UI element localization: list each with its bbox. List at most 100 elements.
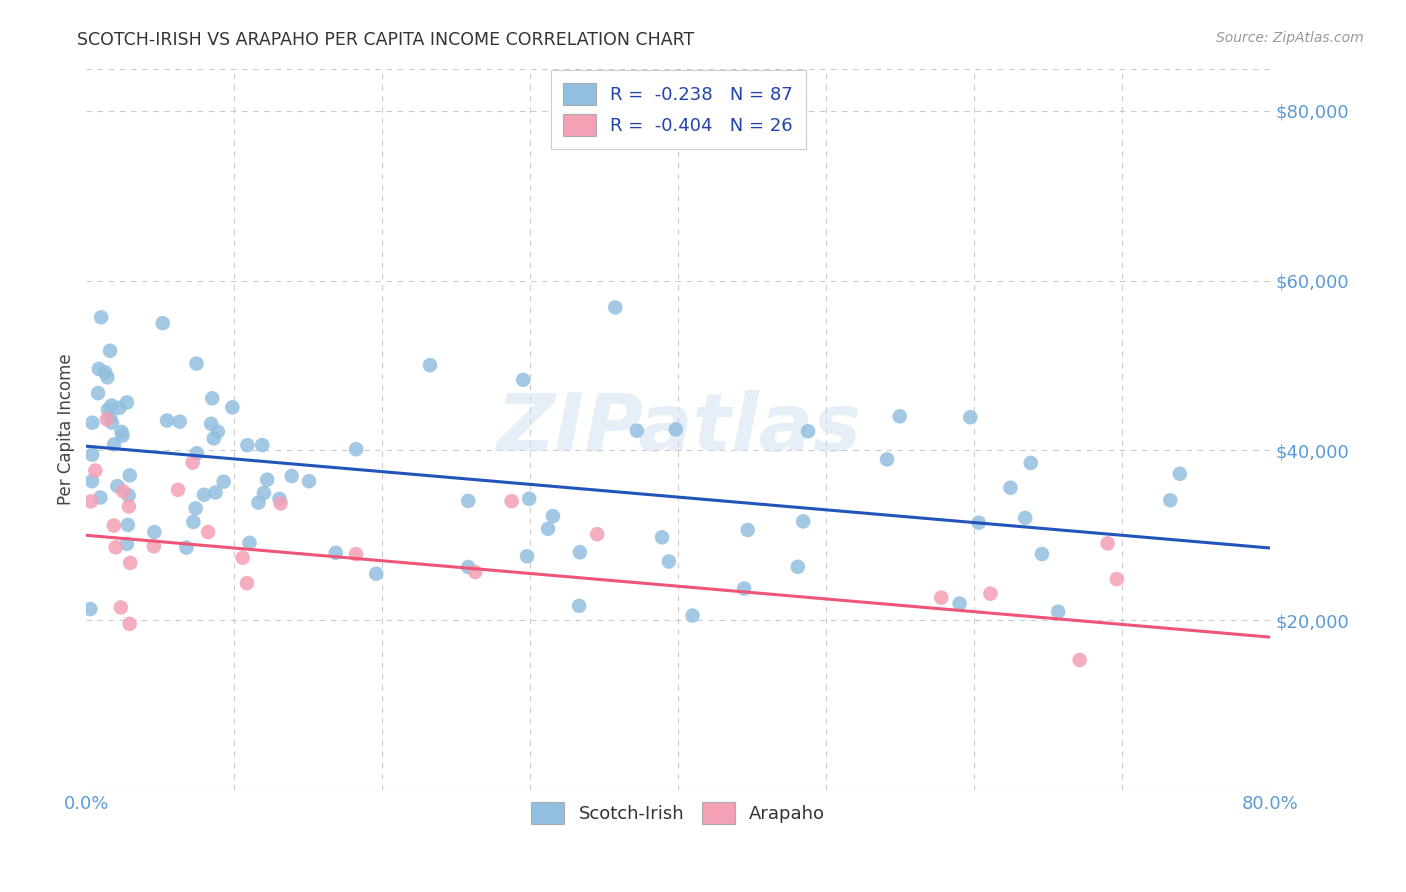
- Point: [115, 537, 138, 551]
- Point: [118, 500, 141, 514]
- Point: [117, 517, 139, 532]
- Point: [101, 416, 124, 430]
- Point: [1000, 481, 1022, 495]
- Point: [1014, 511, 1036, 525]
- Point: [103, 518, 125, 533]
- Point: [143, 524, 166, 539]
- Point: [658, 554, 681, 568]
- Point: [298, 474, 321, 488]
- Point: [247, 496, 270, 510]
- Point: [457, 494, 479, 508]
- Point: [1168, 467, 1191, 481]
- Point: [1031, 547, 1053, 561]
- Point: [80, 474, 103, 488]
- Point: [111, 428, 134, 442]
- Point: [167, 483, 190, 497]
- Point: [959, 410, 981, 425]
- Point: [786, 559, 808, 574]
- Point: [419, 358, 441, 372]
- Point: [252, 438, 274, 452]
- Point: [104, 541, 127, 555]
- Point: [183, 515, 205, 529]
- Point: [929, 591, 952, 605]
- Point: [605, 301, 627, 315]
- Point: [82, 448, 104, 462]
- Point: [204, 485, 226, 500]
- Point: [626, 424, 648, 438]
- Point: [80, 494, 103, 508]
- Point: [201, 392, 224, 406]
- Point: [108, 401, 131, 415]
- Point: [79, 602, 101, 616]
- Point: [87, 386, 110, 401]
- Point: [117, 488, 139, 502]
- Point: [967, 516, 990, 530]
- Point: [152, 316, 174, 330]
- Point: [537, 522, 560, 536]
- Point: [344, 442, 367, 457]
- Point: [665, 422, 688, 436]
- Point: [110, 425, 132, 439]
- Text: SCOTCH-IRISH VS ARAPAHO PER CAPITA INCOME CORRELATION CHART: SCOTCH-IRISH VS ARAPAHO PER CAPITA INCOM…: [77, 31, 695, 49]
- Point: [193, 488, 215, 502]
- Point: [651, 530, 673, 544]
- Point: [733, 582, 755, 596]
- Point: [253, 486, 276, 500]
- Text: Source: ZipAtlas.com: Source: ZipAtlas.com: [1216, 31, 1364, 45]
- Point: [94, 365, 117, 379]
- Point: [1159, 493, 1181, 508]
- Point: [256, 473, 278, 487]
- Point: [82, 416, 104, 430]
- Point: [96, 412, 118, 426]
- Point: [325, 546, 347, 560]
- Point: [236, 438, 259, 452]
- Point: [110, 600, 132, 615]
- Point: [344, 547, 367, 561]
- Point: [889, 409, 911, 424]
- Text: ZIPatlas: ZIPatlas: [496, 390, 860, 468]
- Point: [1105, 572, 1128, 586]
- Point: [98, 343, 121, 358]
- Point: [682, 608, 704, 623]
- Point: [512, 373, 534, 387]
- Point: [115, 395, 138, 409]
- Point: [232, 550, 254, 565]
- Point: [97, 402, 120, 417]
- Point: [541, 509, 564, 524]
- Point: [207, 425, 229, 439]
- Point: [517, 491, 540, 506]
- Point: [100, 399, 122, 413]
- Point: [1097, 536, 1119, 550]
- Point: [202, 432, 225, 446]
- Point: [586, 527, 609, 541]
- Point: [89, 491, 111, 505]
- Point: [118, 468, 141, 483]
- Point: [501, 494, 523, 508]
- Point: [90, 310, 112, 325]
- Point: [112, 484, 135, 499]
- Point: [568, 545, 591, 559]
- Point: [979, 587, 1001, 601]
- Point: [737, 523, 759, 537]
- Point: [181, 456, 204, 470]
- Point: [238, 536, 260, 550]
- Point: [516, 549, 538, 564]
- Point: [212, 475, 235, 489]
- Point: [186, 357, 208, 371]
- Point: [200, 417, 222, 431]
- Point: [269, 491, 291, 506]
- Point: [105, 479, 128, 493]
- Point: [96, 370, 118, 384]
- Legend: Scotch-Irish, Arapaho: Scotch-Irish, Arapaho: [520, 791, 837, 835]
- Point: [366, 566, 388, 581]
- Point: [197, 524, 219, 539]
- Point: [792, 514, 814, 528]
- Point: [568, 599, 591, 613]
- Point: [1047, 605, 1070, 619]
- Point: [169, 415, 191, 429]
- Point: [457, 560, 479, 574]
- Point: [464, 565, 486, 579]
- Point: [1019, 456, 1042, 470]
- Point: [236, 576, 259, 591]
- Point: [142, 539, 165, 553]
